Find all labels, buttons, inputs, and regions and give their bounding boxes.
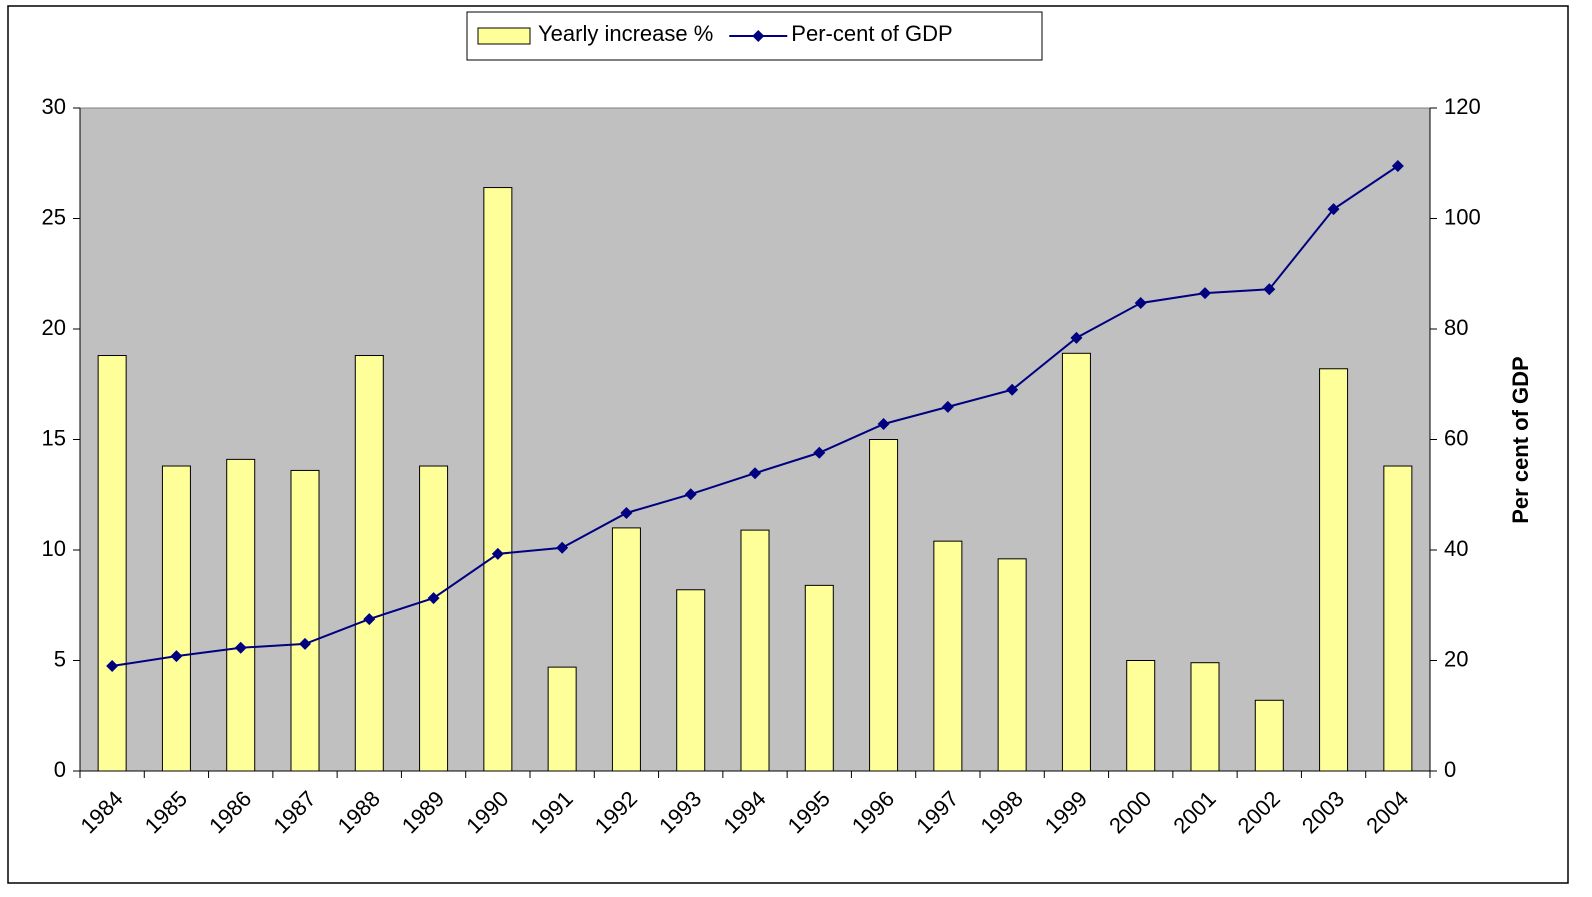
bar [1383, 465, 1413, 772]
legend-label: Per-cent of GDP [791, 21, 952, 46]
bar [740, 529, 770, 772]
line-marker [1327, 203, 1340, 216]
line-marker [684, 488, 697, 501]
y-tick-label: 0 [54, 757, 66, 782]
y2-tick-label: 100 [1444, 204, 1481, 229]
line-marker [234, 641, 247, 654]
bar [226, 458, 256, 772]
y2-tick-label: 120 [1444, 94, 1481, 119]
line-marker [1263, 283, 1276, 296]
line-marker [427, 592, 440, 605]
bar [1061, 352, 1091, 772]
line-marker [556, 541, 569, 554]
y-tick-label: 15 [42, 425, 66, 450]
line-marker [1391, 160, 1404, 173]
bar [161, 465, 191, 772]
bar [354, 355, 384, 772]
line-marker [491, 547, 504, 560]
bar [419, 465, 449, 772]
line-marker [877, 418, 890, 431]
line-marker [620, 506, 633, 519]
bar [290, 469, 320, 772]
line-marker [299, 637, 311, 650]
y-tick-label: 10 [42, 536, 66, 561]
y2-tick-label: 80 [1444, 315, 1468, 340]
line-marker [170, 650, 183, 663]
y-tick-label: 20 [42, 315, 66, 340]
legend-label: Yearly increase % [538, 21, 713, 46]
bar [1319, 368, 1349, 772]
bar [933, 540, 963, 772]
y-tick-label: 30 [42, 94, 66, 119]
line-marker [941, 400, 954, 413]
y-tick-label: 5 [54, 646, 66, 671]
bar [804, 584, 834, 772]
line-marker [1006, 383, 1019, 396]
bar [869, 439, 899, 772]
bar [547, 666, 577, 772]
bar [1126, 660, 1156, 772]
y2-tick-label: 40 [1444, 536, 1468, 561]
bar [1254, 699, 1284, 772]
line-marker [1134, 297, 1147, 310]
line-marker [1199, 287, 1211, 300]
y2-tick-label: 20 [1444, 646, 1468, 671]
line-marker [106, 660, 119, 673]
bar [483, 187, 513, 772]
y2-tick-label: 0 [1444, 757, 1456, 782]
line-marker [363, 613, 376, 626]
bar [1190, 662, 1220, 772]
legend-marker [752, 30, 765, 42]
y2-tick-label: 60 [1444, 425, 1468, 450]
line-marker [749, 467, 761, 480]
y2-axis-title: Per cent of GDP [1508, 356, 1533, 523]
line-marker [1070, 331, 1083, 344]
bar [997, 558, 1027, 772]
y-tick-label: 25 [42, 204, 66, 229]
bar [676, 589, 706, 772]
legend-swatch [477, 27, 531, 45]
line-marker [813, 446, 826, 459]
bar [97, 355, 127, 772]
bar [611, 527, 641, 772]
